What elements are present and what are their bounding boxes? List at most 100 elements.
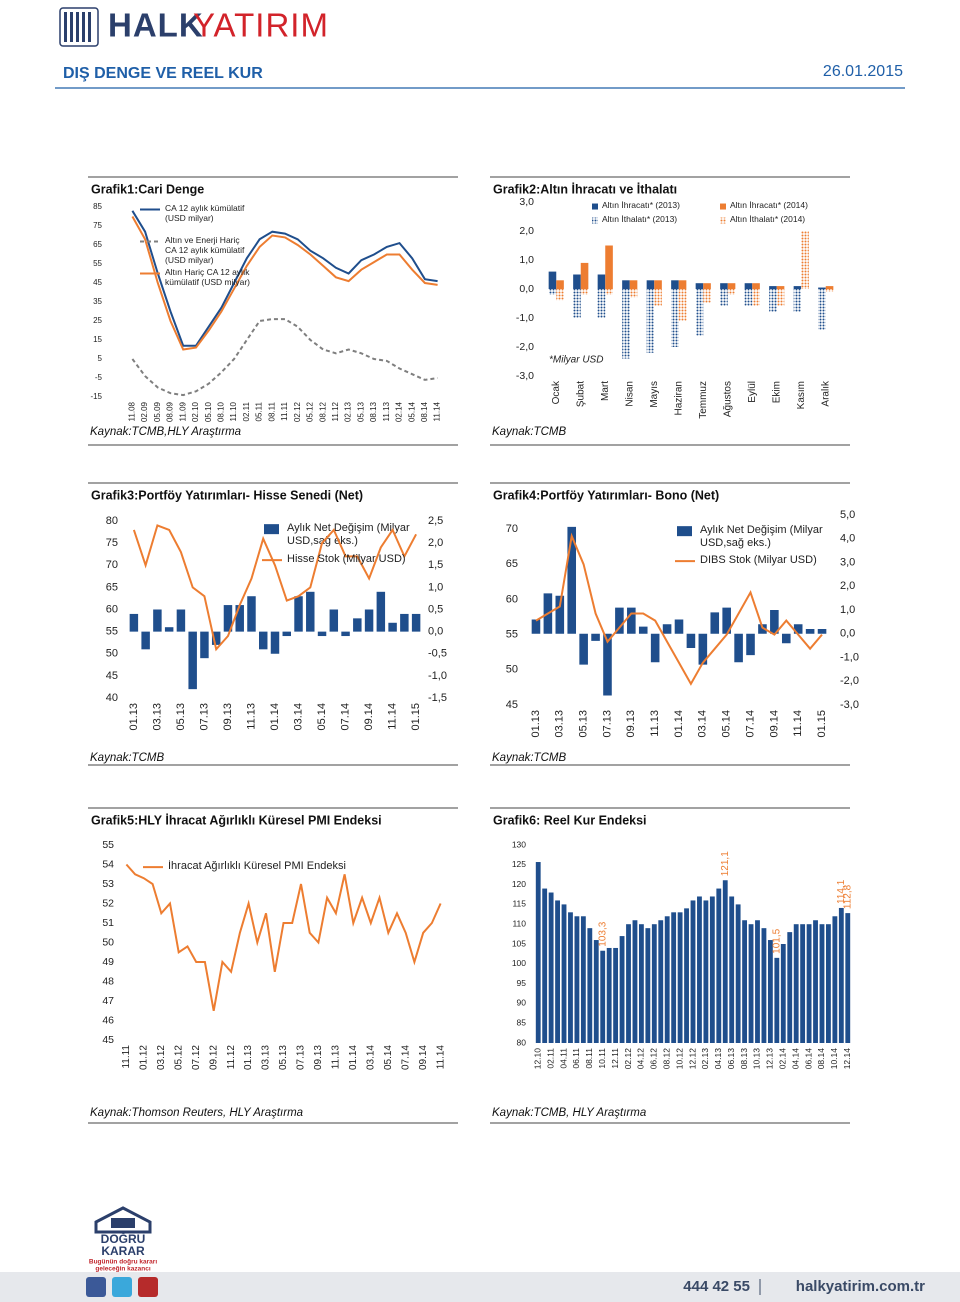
bar bbox=[259, 631, 268, 650]
bar bbox=[626, 924, 631, 1043]
bar bbox=[769, 289, 777, 313]
x-tick-label: 07.13 bbox=[296, 1045, 307, 1070]
bar bbox=[615, 607, 624, 634]
y-tick-label: 130 bbox=[512, 839, 526, 849]
x-tick-label: 11.13 bbox=[331, 1045, 342, 1070]
bar bbox=[632, 920, 638, 1043]
bar bbox=[651, 924, 657, 1043]
x-tick-label: 09.14 bbox=[768, 710, 780, 738]
bar bbox=[695, 289, 704, 336]
x-tick-label: 05.14 bbox=[407, 401, 416, 422]
x-tick-label: 05.14 bbox=[721, 710, 733, 738]
bar bbox=[780, 944, 786, 1043]
x-tick-label: 01.13 bbox=[530, 710, 542, 738]
footer-web[interactable]: halkyatirim.com.tr bbox=[796, 1278, 925, 1295]
x-tick-label: 09.12 bbox=[208, 1045, 219, 1070]
legend-entry: Altın İhracatı* (2013) bbox=[602, 201, 680, 210]
chart-title: Grafik1:Cari Denge bbox=[91, 182, 204, 196]
youtube-icon[interactable] bbox=[138, 1277, 158, 1297]
y-tick-label: 65 bbox=[506, 558, 518, 570]
x-tick-label: 11.13 bbox=[245, 703, 257, 730]
bar bbox=[800, 924, 806, 1043]
x-tick-label: 05.13 bbox=[356, 401, 365, 422]
chart-title: Grafik6: Reel Kur Endeksi bbox=[493, 813, 647, 827]
x-tick-label: 09.13 bbox=[313, 1045, 324, 1070]
legend-entry: Altın İhracatı* (2014) bbox=[730, 201, 808, 210]
bar bbox=[664, 916, 670, 1043]
bar bbox=[638, 626, 648, 634]
bar bbox=[761, 928, 767, 1043]
y2-tick-label: 3,0 bbox=[840, 556, 855, 568]
y-tick-label: 75 bbox=[106, 537, 118, 549]
x-tick-label: 06.14 bbox=[803, 1048, 813, 1070]
chart-source: Kaynak:Thomson Reuters, HLY Araştırma bbox=[90, 1107, 303, 1119]
y2-tick-label: 2,0 bbox=[428, 537, 443, 549]
y-tick-label: 45 bbox=[93, 278, 102, 287]
line-series bbox=[131, 318, 438, 397]
bar bbox=[793, 924, 799, 1043]
x-tick-label: 08.12 bbox=[318, 401, 327, 422]
bar bbox=[411, 613, 421, 632]
line-series bbox=[132, 524, 417, 652]
y-tick-label: 85 bbox=[517, 1017, 527, 1027]
x-tick-label: 07.14 bbox=[400, 1045, 411, 1070]
bar bbox=[744, 283, 753, 289]
y-tick-label: -3,0 bbox=[516, 370, 534, 382]
bar bbox=[801, 231, 809, 289]
y-tick-label: 80 bbox=[517, 1037, 527, 1047]
y-tick-label: 52 bbox=[102, 897, 114, 909]
footer-phone: 444 42 55 bbox=[683, 1278, 750, 1295]
legend-entry: CA 12 aylık kümülatif (USD milyar) bbox=[165, 204, 244, 223]
bar bbox=[806, 924, 812, 1043]
x-tick-label: 12.12 bbox=[687, 1048, 697, 1070]
x-tick-label: 02.11 bbox=[545, 1048, 555, 1069]
x-tick-label: Nisan bbox=[624, 381, 635, 407]
bar bbox=[247, 596, 256, 632]
bar bbox=[793, 289, 802, 313]
bar bbox=[211, 631, 221, 645]
bar bbox=[752, 283, 760, 289]
x-tick-label: 06.13 bbox=[726, 1048, 736, 1070]
x-tick-label: Eylül bbox=[747, 381, 758, 403]
legend-entry: İhracat Ağırlıklı Küresel PMI Endeksi bbox=[168, 860, 346, 872]
bar bbox=[654, 289, 662, 307]
chart: Grafik2:Altın İhracatı ve İthalatı Kaynak… bbox=[490, 176, 850, 446]
y-tick-label: 51 bbox=[102, 917, 114, 929]
legend-entry: Altın ve Enerji Hariç CA 12 aylık kümüla… bbox=[165, 236, 244, 264]
bar bbox=[129, 613, 139, 632]
bar bbox=[720, 289, 728, 307]
logo-right: YATIRIM bbox=[193, 7, 329, 44]
bar bbox=[200, 631, 209, 659]
bar bbox=[845, 913, 851, 1043]
x-tick-label: 02.12 bbox=[293, 401, 302, 422]
bar bbox=[605, 289, 613, 295]
bar bbox=[597, 274, 606, 289]
y-tick-label: 90 bbox=[517, 998, 527, 1008]
x-tick-label: 12.14 bbox=[842, 1048, 852, 1070]
bar bbox=[813, 920, 818, 1043]
x-tick-label: 02.09 bbox=[140, 401, 149, 422]
x-tick-label: 04.14 bbox=[790, 1048, 800, 1070]
y-tick-label: 65 bbox=[93, 240, 102, 249]
x-tick-label: 04.11 bbox=[558, 1048, 568, 1069]
bar bbox=[556, 289, 564, 301]
legend-label: Altın İthalatı* (2013) bbox=[602, 215, 678, 224]
y2-tick-label: 5,0 bbox=[840, 509, 855, 521]
bar bbox=[727, 283, 736, 289]
bar bbox=[709, 896, 715, 1043]
x-tick-label: 11.12 bbox=[331, 401, 340, 421]
x-tick-label: 08.13 bbox=[369, 401, 378, 422]
x-tick-label: 05.13 bbox=[578, 710, 590, 738]
twitter-icon[interactable] bbox=[112, 1277, 132, 1297]
chart-title: Grafik5:HLY İhracat Ağırlıklı Küresel PM… bbox=[91, 812, 382, 827]
bar bbox=[781, 633, 791, 644]
legend-label: Altın İhracatı* (2013) bbox=[602, 201, 680, 210]
x-tick-label: 07.13 bbox=[198, 703, 210, 731]
bar bbox=[606, 947, 612, 1043]
bar bbox=[674, 619, 684, 634]
facebook-icon[interactable] bbox=[86, 1277, 106, 1297]
bar bbox=[793, 286, 802, 289]
bar bbox=[568, 912, 573, 1043]
y-tick-label: 95 bbox=[517, 978, 527, 988]
x-tick-label: 01.13 bbox=[243, 1045, 254, 1070]
